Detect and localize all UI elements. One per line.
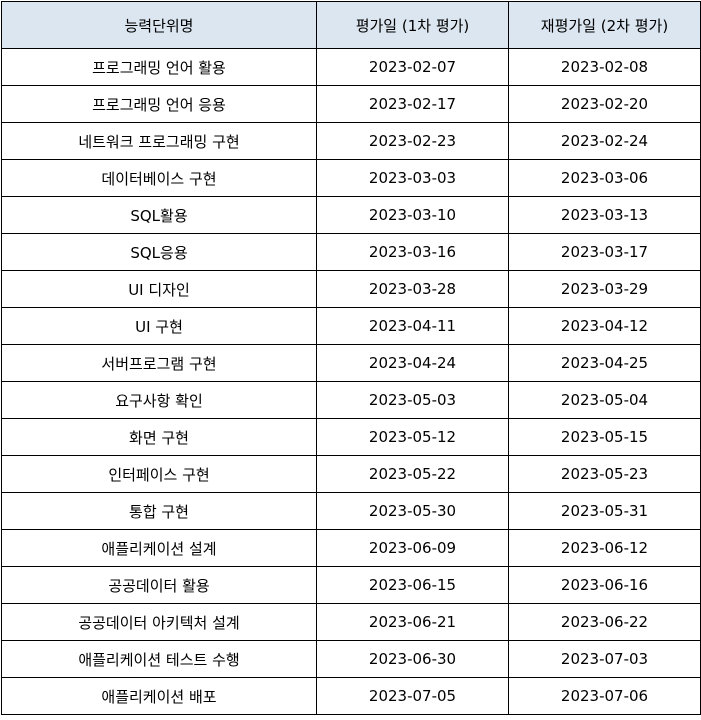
table-row: UI 디자인 2023-03-28 2023-03-29 — [1, 270, 701, 308]
re-eval-date-cell: 2023-06-12 — [508, 529, 701, 567]
eval-date-cell: 2023-05-22 — [316, 455, 509, 493]
eval-date-cell: 2023-03-16 — [316, 233, 509, 271]
re-eval-date-cell: 2023-04-12 — [508, 307, 701, 345]
re-eval-date-cell: 2023-05-04 — [508, 381, 701, 419]
unit-name-cell: 애플리케이션 설계 — [1, 529, 317, 567]
eval-date-cell: 2023-05-03 — [316, 381, 509, 419]
eval-date-cell: 2023-03-03 — [316, 159, 509, 197]
table-row: 프로그래밍 언어 활용 2023-02-07 2023-02-08 — [1, 48, 701, 86]
unit-name-cell: 데이터베이스 구현 — [1, 159, 317, 197]
table-row: 데이터베이스 구현 2023-03-03 2023-03-06 — [1, 159, 701, 197]
table-row: SQL활용 2023-03-10 2023-03-13 — [1, 196, 701, 234]
eval-date-cell: 2023-03-28 — [316, 270, 509, 308]
eval-date-cell: 2023-03-10 — [316, 196, 509, 234]
unit-name-cell: 서버프로그램 구현 — [1, 344, 317, 382]
table-row: 애플리케이션 테스트 수행 2023-06-30 2023-07-03 — [1, 640, 701, 678]
re-eval-date-cell: 2023-02-08 — [508, 48, 701, 86]
re-eval-date-cell: 2023-02-20 — [508, 85, 701, 123]
table-row: 애플리케이션 배포 2023-07-05 2023-07-06 — [1, 677, 701, 715]
eval-date-cell: 2023-04-24 — [316, 344, 509, 382]
table-row: 애플리케이션 설계 2023-06-09 2023-06-12 — [1, 529, 701, 567]
eval-date-cell: 2023-07-05 — [316, 677, 509, 715]
unit-name-cell: 애플리케이션 테스트 수행 — [1, 640, 317, 678]
unit-name-cell: 네트워크 프로그래밍 구현 — [1, 122, 317, 160]
re-eval-date-cell: 2023-06-22 — [508, 603, 701, 641]
header-re-eval-date: 재평가일 (2차 평가) — [508, 1, 701, 49]
table-header: 능력단위명 평가일 (1차 평가) 재평가일 (2차 평가) — [1, 1, 701, 49]
header-unit-name: 능력단위명 — [1, 1, 317, 49]
eval-date-cell: 2023-02-07 — [316, 48, 509, 86]
table-row: UI 구현 2023-04-11 2023-04-12 — [1, 307, 701, 345]
table-row: 화면 구현 2023-05-12 2023-05-15 — [1, 418, 701, 456]
re-eval-date-cell: 2023-06-16 — [508, 566, 701, 604]
unit-name-cell: SQL활용 — [1, 196, 317, 234]
unit-name-cell: SQL응용 — [1, 233, 317, 271]
eval-date-cell: 2023-05-12 — [316, 418, 509, 456]
eval-date-cell: 2023-06-15 — [316, 566, 509, 604]
unit-name-cell: 요구사항 확인 — [1, 381, 317, 419]
unit-name-cell: UI 디자인 — [1, 270, 317, 308]
table-row: 통합 구현 2023-05-30 2023-05-31 — [1, 492, 701, 530]
unit-name-cell: 애플리케이션 배포 — [1, 677, 317, 715]
re-eval-date-cell: 2023-07-03 — [508, 640, 701, 678]
table-row: 서버프로그램 구현 2023-04-24 2023-04-25 — [1, 344, 701, 382]
unit-name-cell: 공공데이터 활용 — [1, 566, 317, 604]
unit-name-cell: 프로그래밍 언어 응용 — [1, 85, 317, 123]
unit-name-cell: 공공데이터 아키텍처 설계 — [1, 603, 317, 641]
table-row: 공공데이터 활용 2023-06-15 2023-06-16 — [1, 566, 701, 604]
eval-date-cell: 2023-05-30 — [316, 492, 509, 530]
table-body: 프로그래밍 언어 활용 2023-02-07 2023-02-08 프로그래밍 … — [1, 48, 701, 715]
re-eval-date-cell: 2023-05-31 — [508, 492, 701, 530]
header-row: 능력단위명 평가일 (1차 평가) 재평가일 (2차 평가) — [1, 1, 701, 49]
table-row: 공공데이터 아키텍처 설계 2023-06-21 2023-06-22 — [1, 603, 701, 641]
re-eval-date-cell: 2023-03-17 — [508, 233, 701, 271]
unit-name-cell: UI 구현 — [1, 307, 317, 345]
table-row: 인터페이스 구현 2023-05-22 2023-05-23 — [1, 455, 701, 493]
unit-name-cell: 프로그래밍 언어 활용 — [1, 48, 317, 86]
re-eval-date-cell: 2023-03-13 — [508, 196, 701, 234]
table-row: 프로그래밍 언어 응용 2023-02-17 2023-02-20 — [1, 85, 701, 123]
re-eval-date-cell: 2023-03-29 — [508, 270, 701, 308]
re-eval-date-cell: 2023-07-06 — [508, 677, 701, 715]
eval-date-cell: 2023-06-09 — [316, 529, 509, 567]
table-row: 네트워크 프로그래밍 구현 2023-02-23 2023-02-24 — [1, 122, 701, 160]
unit-name-cell: 통합 구현 — [1, 492, 317, 530]
header-eval-date: 평가일 (1차 평가) — [316, 1, 509, 49]
eval-date-cell: 2023-04-11 — [316, 307, 509, 345]
unit-name-cell: 인터페이스 구현 — [1, 455, 317, 493]
table-row: SQL응용 2023-03-16 2023-03-17 — [1, 233, 701, 271]
eval-date-cell: 2023-02-17 — [316, 85, 509, 123]
table-row: 요구사항 확인 2023-05-03 2023-05-04 — [1, 381, 701, 419]
eval-date-cell: 2023-06-30 — [316, 640, 509, 678]
re-eval-date-cell: 2023-02-24 — [508, 122, 701, 160]
eval-date-cell: 2023-02-23 — [316, 122, 509, 160]
re-eval-date-cell: 2023-05-23 — [508, 455, 701, 493]
re-eval-date-cell: 2023-03-06 — [508, 159, 701, 197]
re-eval-date-cell: 2023-04-25 — [508, 344, 701, 382]
unit-name-cell: 화면 구현 — [1, 418, 317, 456]
eval-date-cell: 2023-06-21 — [316, 603, 509, 641]
re-eval-date-cell: 2023-05-15 — [508, 418, 701, 456]
